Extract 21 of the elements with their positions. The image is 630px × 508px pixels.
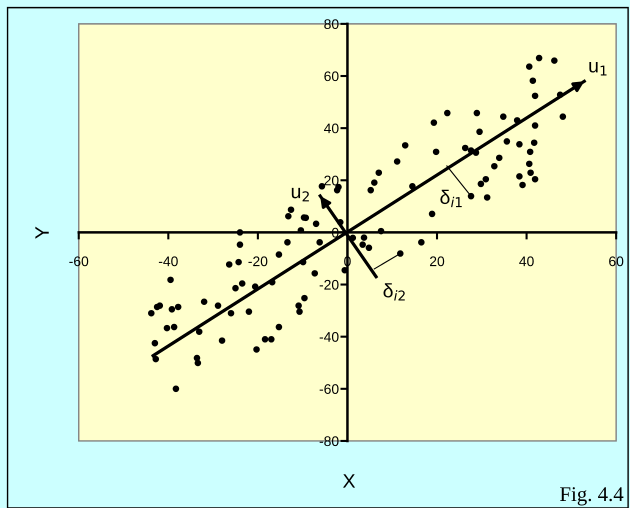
x-tick-label: 20 (430, 256, 444, 266)
y-tick-label: -60 (320, 384, 339, 394)
y-tick-label: 20 (324, 176, 339, 186)
annotation: u$_{2}$ (292, 188, 309, 202)
caption: Fig. 4.4 (560, 487, 624, 506)
x-axis-title: X (342, 474, 356, 488)
x-tick-label: -60 (69, 256, 88, 266)
annotation: δ$_{i2}$ (383, 283, 405, 301)
x-tick-label: 40 (519, 256, 534, 266)
y-tick-label: 40 (324, 123, 339, 134)
annotation: u$_{1}$ (589, 62, 607, 76)
y-tick-label: 80 (324, 19, 339, 30)
x-tick-label: -40 (158, 256, 178, 266)
y-tick-label: -80 (320, 436, 339, 446)
x-tick-label: -20 (248, 256, 268, 266)
y-tick-label: 60 (324, 71, 339, 82)
annotation: δ$_{i1}$ (440, 190, 462, 208)
y-tick-label: -40 (320, 332, 339, 342)
x-tick-label: 60 (609, 256, 624, 266)
y-tick-label: -20 (320, 280, 339, 290)
y-axis-title: Y (35, 226, 49, 239)
